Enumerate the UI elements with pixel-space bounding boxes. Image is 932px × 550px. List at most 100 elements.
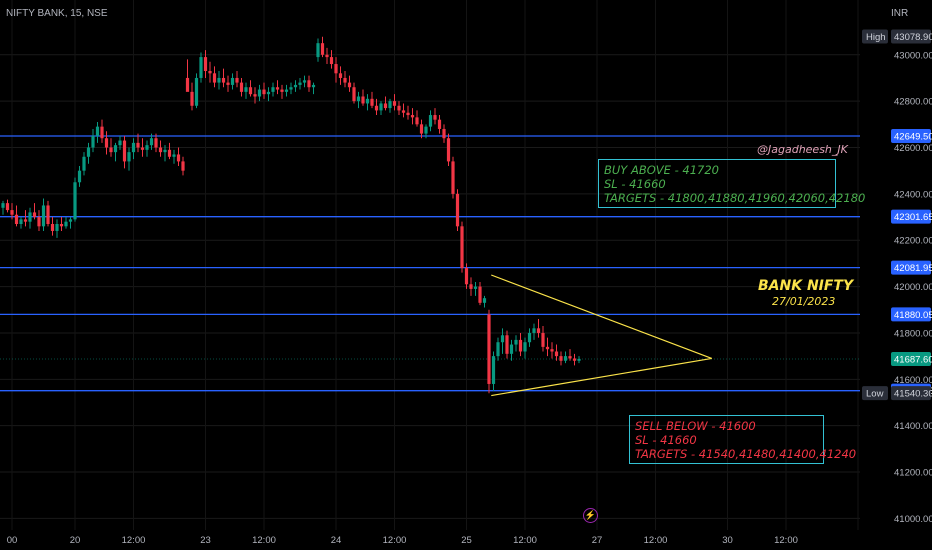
candle-body — [482, 298, 487, 303]
time-tick-label: 23 — [200, 535, 211, 546]
candle-body — [203, 57, 208, 71]
candle-body — [554, 351, 559, 357]
candle-body — [451, 161, 455, 194]
candle-body — [424, 126, 428, 134]
level-price-tag-bg — [891, 307, 931, 322]
candle-body — [455, 193, 460, 227]
candle-body — [370, 98, 374, 106]
candle-body — [316, 43, 320, 58]
sell-box[interactable]: SELL BELOW - 41600 SL - 41660 TARGETS - … — [629, 415, 856, 464]
candle-body — [550, 349, 554, 352]
price-tick-label: 41200.00 — [894, 468, 932, 479]
candle-body — [496, 342, 500, 357]
time-tick-label: 27 — [592, 535, 603, 546]
candle-body — [514, 339, 518, 345]
candle-body — [154, 138, 158, 148]
candle-body — [568, 356, 572, 359]
high-tag-word: High — [866, 32, 886, 43]
candle-body — [473, 286, 478, 289]
candle-body — [275, 87, 280, 90]
level-price-tag-bg — [891, 129, 931, 144]
price-tick-label: 41400.00 — [894, 421, 932, 432]
candle-body — [145, 145, 149, 150]
level-price-tag: 42081.95 — [894, 263, 932, 274]
candle-body — [199, 57, 203, 78]
candle-body — [311, 84, 316, 88]
symbol-title: NIFTY BANK, 15, NSE — [6, 8, 108, 19]
candle-body — [545, 346, 550, 350]
price-axis-bg — [862, 0, 932, 550]
candle-body — [248, 87, 253, 95]
candle-body — [280, 89, 284, 92]
price-tick-label: 42800.00 — [894, 97, 932, 108]
author-handle: @Jagadheesh_JK — [757, 143, 848, 156]
candle-body — [563, 356, 568, 361]
candle-body — [343, 77, 347, 83]
price-tick-label: 43000.00 — [894, 50, 932, 61]
high-tag-value: 43078.90 — [894, 32, 932, 43]
candle-body — [320, 43, 325, 55]
triangle-lower-line[interactable] — [491, 357, 712, 397]
candle-body — [50, 224, 55, 231]
price-tick-label: 42400.00 — [894, 189, 932, 200]
candle-body — [410, 115, 415, 118]
candle-body — [127, 152, 131, 162]
candle-body — [176, 154, 181, 162]
candle-body — [244, 87, 248, 92]
candle-body — [419, 124, 424, 134]
price-tick-label: 42000.00 — [894, 282, 932, 293]
candle-body — [10, 210, 14, 215]
price-tick-label: 41800.00 — [894, 328, 932, 339]
level-price-tag: 41880.05 — [894, 310, 932, 321]
lightning-icon[interactable]: ⚡ — [583, 508, 598, 523]
candle-body — [131, 142, 136, 153]
level-price-tag-bg — [891, 209, 931, 224]
candle-body — [95, 126, 100, 136]
candle-body — [356, 96, 361, 102]
candle-body — [64, 221, 68, 227]
candle-body — [167, 149, 172, 157]
candle-body — [397, 105, 401, 111]
candle-body — [208, 71, 212, 74]
low-tag-word: Low — [866, 389, 884, 400]
low-tag-word-bg — [862, 386, 888, 401]
candle-body — [500, 335, 505, 343]
candle-body — [271, 87, 275, 92]
candle-body — [185, 77, 190, 92]
triangle-upper-line[interactable] — [491, 274, 712, 360]
level-price-tag: 42649.50 — [894, 132, 932, 143]
candle-body — [257, 89, 262, 97]
price-tick-label: 41000.00 — [894, 514, 932, 525]
candle-body — [433, 115, 437, 120]
candle-body — [284, 89, 289, 92]
candle-body — [374, 105, 379, 111]
time-tick-label: 24 — [331, 535, 342, 546]
triangle-pattern[interactable] — [491, 274, 712, 397]
candle-body — [140, 147, 145, 150]
bank-nifty-title: BANK NIFTY — [758, 278, 854, 294]
candle-body — [158, 147, 163, 153]
candle-body — [37, 217, 41, 227]
time-tick-label: 25 — [461, 535, 472, 546]
candle-body — [217, 77, 221, 83]
time-tick-label: 12:00 — [644, 535, 668, 546]
candle-body — [14, 214, 19, 224]
candle-body — [68, 219, 73, 222]
candle-body — [464, 268, 469, 285]
candle-body — [235, 77, 239, 83]
currency-label: INR — [891, 8, 909, 19]
candle-body — [505, 335, 509, 354]
candle-body — [73, 182, 77, 220]
candle-body — [82, 156, 86, 171]
buy-line-1: BUY ABOVE - 41720 — [604, 163, 719, 177]
buy-box[interactable]: BUY ABOVE - 41720 SL - 41660 TARGETS - 4… — [598, 159, 865, 208]
candle-body — [109, 147, 113, 153]
candle-body — [401, 110, 406, 113]
price-axis[interactable]: 41000.00 41200.00 41400.00 41600.00 41800.00… — [862, 0, 932, 550]
candle-body — [86, 147, 91, 157]
time-axis[interactable]: 00 20 12:00 23 12:00 24 12:00 25 12:00 27 12:00 30 1… — [7, 535, 798, 546]
level-lines[interactable] — [0, 135, 860, 392]
candle-body — [136, 142, 140, 148]
candle-body — [221, 77, 226, 83]
